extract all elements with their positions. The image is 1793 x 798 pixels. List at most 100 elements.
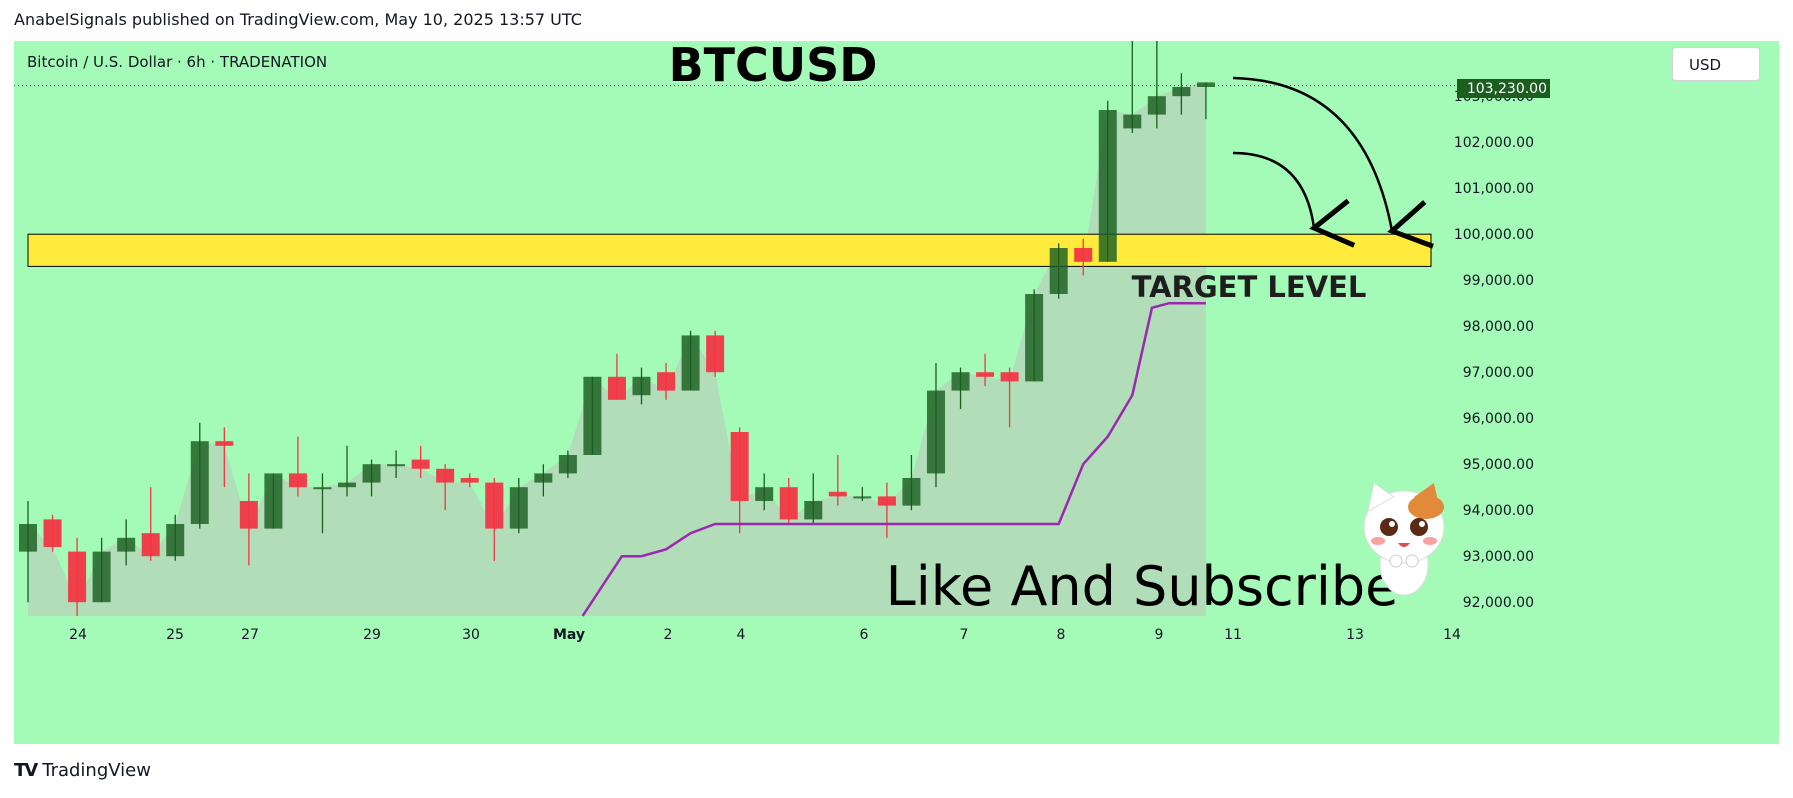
candle[interactable] — [1098, 100, 1117, 262]
candle[interactable] — [288, 436, 307, 497]
x-tick-label: 25 — [166, 627, 184, 643]
candle-body — [92, 551, 111, 603]
price-chart[interactable]: 92,000.00 93,000.00 94,000.00 95,000.00 96,0… — [14, 41, 1779, 744]
y-tick-label: 97,000.00 — [1463, 365, 1534, 381]
candle[interactable] — [853, 487, 872, 501]
target-zone[interactable] — [27, 233, 1432, 267]
candle[interactable] — [951, 367, 970, 409]
candle[interactable] — [264, 473, 283, 529]
candle-body — [436, 468, 455, 483]
x-tick-label: 8 — [1057, 627, 1066, 643]
candle[interactable] — [460, 473, 479, 488]
candle-body — [583, 376, 602, 455]
candle[interactable] — [558, 450, 577, 478]
candle[interactable] — [215, 427, 234, 488]
candle[interactable] — [779, 478, 798, 524]
candle[interactable] — [19, 501, 37, 603]
candle[interactable] — [1147, 41, 1166, 129]
candle[interactable] — [436, 464, 455, 511]
candle-body — [215, 441, 234, 446]
tradingview-logo[interactable]: TV TradingView — [14, 760, 151, 781]
candle[interactable] — [509, 478, 528, 534]
tradingview-brand: TradingView — [42, 760, 151, 781]
y-tick-label: 101,000.00 — [1454, 181, 1534, 197]
y-tick-label: 92,000.00 — [1463, 595, 1534, 611]
candle[interactable] — [681, 330, 700, 391]
candle[interactable] — [1000, 367, 1019, 428]
y-tick-label: 100,000.00 — [1454, 227, 1534, 243]
y-tick-label: 99,000.00 — [1463, 273, 1534, 289]
candle[interactable] — [1074, 238, 1093, 276]
y-tick-label: 95,000.00 — [1463, 457, 1534, 473]
y-tick-label: 93,000.00 — [1463, 549, 1534, 565]
candle-body — [264, 473, 283, 529]
candle[interactable] — [804, 473, 823, 524]
candle[interactable] — [828, 455, 847, 506]
candle-body — [558, 455, 577, 474]
candle-body — [239, 501, 258, 529]
candle-body — [19, 524, 37, 552]
candle[interactable] — [1196, 82, 1215, 120]
candle-body — [779, 487, 798, 520]
candle-body — [706, 335, 725, 373]
candle[interactable] — [313, 473, 332, 534]
long-arrow — [1232, 76, 1434, 249]
candle[interactable] — [730, 427, 749, 534]
candle-body — [1049, 248, 1068, 294]
candle[interactable] — [534, 464, 553, 497]
y-tick-label: 94,000.00 — [1463, 503, 1534, 519]
candle-body — [1123, 114, 1142, 129]
candle[interactable] — [68, 537, 87, 616]
candle[interactable] — [362, 459, 381, 497]
candle[interactable] — [239, 473, 258, 566]
candle[interactable] — [1049, 243, 1068, 299]
candle[interactable] — [657, 363, 676, 400]
target-level-label: TARGET LEVEL — [1132, 270, 1367, 304]
candle-body — [607, 376, 626, 400]
candle[interactable] — [902, 455, 921, 511]
currency-selector[interactable]: USD — [1672, 47, 1760, 81]
candle[interactable] — [92, 537, 111, 603]
candle[interactable] — [632, 367, 651, 405]
candle-body — [387, 464, 406, 467]
candle-body — [632, 376, 651, 396]
candle[interactable] — [117, 519, 136, 566]
x-tick-label: 29 — [363, 627, 381, 643]
candle[interactable] — [338, 445, 357, 497]
candle-body — [951, 372, 970, 391]
candle[interactable] — [387, 450, 406, 478]
candle[interactable] — [166, 514, 185, 561]
candle[interactable] — [1025, 289, 1044, 382]
candle-body — [509, 487, 528, 529]
last-price-label: 103,230.00 — [1467, 81, 1547, 97]
chart-area[interactable]: 92,000.00 93,000.00 94,000.00 95,000.00 96,0… — [14, 41, 1779, 744]
candle[interactable] — [755, 473, 774, 511]
candle-body — [681, 335, 700, 391]
candle-body — [828, 491, 847, 497]
candle[interactable] — [706, 330, 725, 377]
tradingview-icon: TV — [14, 760, 38, 781]
x-tick-label: 24 — [69, 627, 87, 643]
candle-body — [1147, 96, 1166, 115]
candle[interactable] — [485, 478, 504, 561]
candle[interactable] — [411, 445, 430, 478]
chart-title: BTCUSD — [669, 41, 878, 92]
candle-body — [1098, 110, 1117, 262]
candle[interactable] — [976, 353, 995, 386]
candle[interactable] — [583, 376, 602, 455]
candle[interactable] — [1123, 41, 1142, 133]
candle[interactable] — [607, 353, 626, 400]
candle[interactable] — [877, 482, 896, 538]
symbol-info: Bitcoin / U.S. Dollar · 6h · TRADENATION — [27, 53, 328, 71]
candle[interactable] — [1172, 73, 1191, 115]
candle-body — [43, 519, 62, 547]
short-arrow — [1232, 151, 1356, 248]
candle[interactable] — [926, 363, 945, 488]
candle[interactable] — [190, 422, 209, 529]
candle-body — [534, 473, 553, 483]
candle-body — [313, 487, 332, 490]
candle-body — [338, 482, 357, 488]
like-subscribe-text: Like And Subscribe — [886, 555, 1399, 618]
candle[interactable] — [43, 514, 62, 552]
candle[interactable] — [141, 487, 160, 561]
